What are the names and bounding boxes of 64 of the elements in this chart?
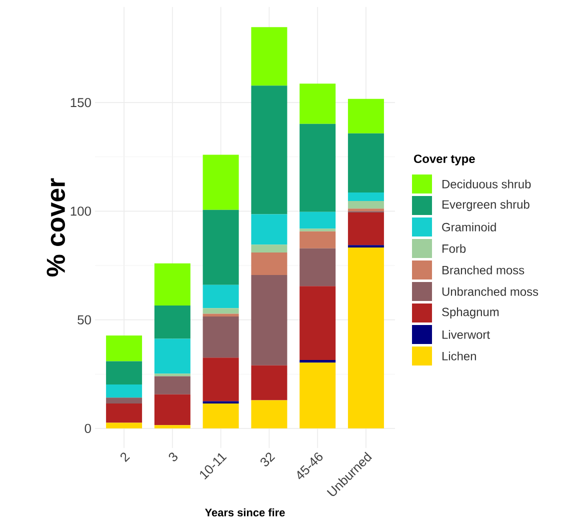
legend-title: Cover type [414,154,475,166]
bar [202,358,239,402]
bar [348,212,384,246]
legend-label: Unbranched moss [442,287,538,296]
bar [300,231,336,248]
bar [202,316,239,358]
bar [106,403,142,423]
bar [106,335,142,362]
bar [154,338,190,374]
y-axis-title: % cover [46,178,66,277]
bar [348,192,384,201]
y-tick-label: 150 [70,98,91,108]
bar [202,403,239,428]
bar [348,133,384,193]
legend-label: Sphagnum [442,307,499,319]
legend-label: Graminoid [442,222,496,232]
bar [251,275,288,366]
bar [348,98,384,134]
bar [202,210,239,285]
legend-label: Lichen [442,352,476,360]
bar [202,314,239,317]
bar [300,362,336,428]
bar [154,374,190,376]
bar [154,376,190,394]
bar [251,27,288,86]
bar [106,361,142,385]
bar [300,228,336,232]
bar [300,84,336,124]
bar [300,124,336,212]
bar [251,252,288,276]
x-axis-title: Years since fire [204,508,285,516]
legend-label: Liverwort [442,330,490,339]
bar [154,263,190,306]
bar [154,394,190,426]
legend-label: Branched moss [442,266,524,274]
bar [251,244,288,252]
bar [106,398,142,404]
bar [251,365,288,400]
bar [106,384,142,398]
bar [154,425,190,428]
bar [300,360,336,363]
bar [202,284,239,308]
bar [348,208,384,212]
y-tick-label: 100 [70,206,91,216]
x-tick-label: 2 [120,452,130,462]
legend-label: Evergreen shrub [442,200,530,212]
y-tick-label: 50 [78,315,91,324]
bar [202,308,239,314]
bar [251,86,288,214]
bar [300,286,336,360]
x-tick-label: 3 [168,452,178,462]
x-tick-label: 32 [260,452,276,466]
bar [348,200,384,209]
bar [300,248,336,286]
legend-label: Deciduous shrub [442,180,531,188]
bar [251,400,288,428]
bar [251,214,288,245]
bar [106,422,142,428]
legend-label: Forb [442,244,466,253]
bar [154,305,190,339]
bar [202,154,239,210]
y-tick-label: 0 [84,424,91,434]
bar [348,247,384,428]
bar [300,212,336,229]
